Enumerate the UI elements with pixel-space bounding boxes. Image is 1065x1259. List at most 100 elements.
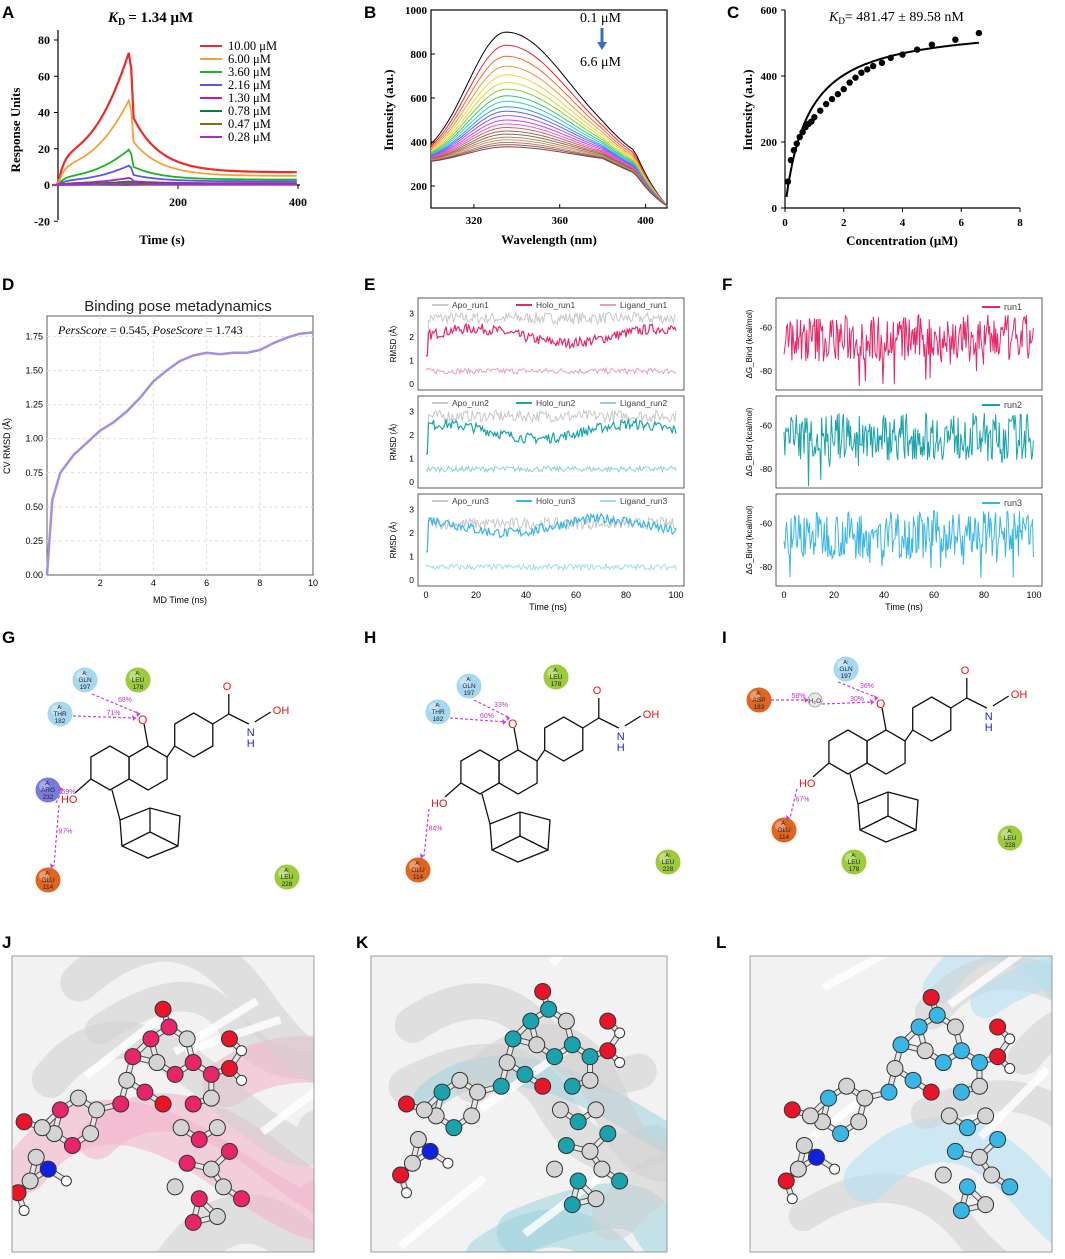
h-bond-pct: 60% bbox=[480, 713, 494, 720]
apo-line bbox=[426, 408, 677, 455]
y-axis-label: ΔG_Bind (kcal/mol) bbox=[745, 505, 754, 574]
atom-sphere bbox=[563, 1036, 581, 1054]
legend-label: 1.30 μM bbox=[228, 91, 271, 105]
y-tick-label: 1.00 bbox=[25, 434, 43, 444]
atom-sphere bbox=[433, 1083, 451, 1101]
atom-sphere bbox=[904, 1071, 922, 1089]
atom-sphere bbox=[498, 1054, 516, 1072]
y-tick-label: 0 bbox=[44, 178, 50, 192]
spectrum-4 bbox=[430, 74, 668, 207]
bond bbox=[111, 789, 121, 821]
atom-sphere bbox=[989, 1048, 1007, 1066]
y-axis-label: ΔG_Bind (kcal/mol) bbox=[745, 407, 754, 476]
legend-label: run2 bbox=[1004, 400, 1022, 410]
h-bond-pct: 68% bbox=[118, 697, 132, 704]
residue-highlight bbox=[129, 671, 139, 681]
spectrum-3 bbox=[430, 65, 668, 207]
residue-name: GLU bbox=[411, 867, 425, 874]
x-tick-label: 4 bbox=[900, 217, 906, 229]
h-bond-pct: 36% bbox=[860, 683, 874, 690]
protein-ribbon bbox=[914, 956, 1052, 1030]
data-point bbox=[852, 74, 859, 81]
y-tick-label: 200 bbox=[411, 181, 428, 193]
protein-ribbon bbox=[970, 957, 1052, 1019]
h-bond bbox=[91, 693, 141, 715]
h-bond-arrow bbox=[502, 719, 507, 725]
bond bbox=[519, 835, 549, 851]
holo-line bbox=[426, 417, 677, 455]
atom-sphere bbox=[886, 1059, 904, 1077]
legend-label: run1 bbox=[1004, 302, 1022, 312]
atom-sphere bbox=[451, 1071, 469, 1089]
x-tick-label: 100 bbox=[1026, 590, 1041, 600]
residue-name: LEU bbox=[662, 859, 675, 866]
data-point bbox=[878, 59, 886, 66]
panel-i: I OHOONHOHA:GLN197A:ASP183A:GLU114A:LEU1… bbox=[722, 628, 1027, 876]
y-tick-label: 600 bbox=[411, 93, 428, 105]
atom-sphere bbox=[208, 1207, 226, 1225]
subplot-frame bbox=[775, 493, 1043, 587]
y-tick-label: 2 bbox=[409, 430, 414, 440]
y-tick-label: 40 bbox=[38, 106, 50, 120]
y-tick-label: 1000 bbox=[405, 5, 428, 17]
residue-number: 182 bbox=[55, 718, 66, 725]
h-bond bbox=[821, 701, 875, 705]
y-axis-label: ΔG_Bind (kcal/mol) bbox=[745, 309, 754, 378]
atom-sphere bbox=[916, 1042, 934, 1060]
data-point bbox=[899, 51, 906, 58]
atom-h: H bbox=[985, 722, 993, 734]
bond bbox=[491, 835, 521, 851]
bond bbox=[444, 782, 462, 798]
atom-sphere bbox=[220, 1030, 238, 1048]
residue-chain: A: bbox=[45, 781, 51, 787]
residue-number: 197 bbox=[464, 690, 475, 697]
atom-sphere bbox=[415, 1101, 433, 1119]
atom-sphere bbox=[940, 1107, 958, 1125]
spectrum-7 bbox=[430, 95, 668, 207]
x-tick-label: 8 bbox=[1017, 217, 1023, 229]
ligand-line bbox=[425, 464, 677, 474]
ring bbox=[866, 729, 906, 775]
panel-g-ligand-diagram: OHOONHOHA:GLN197A:LEU178A:THR182A:ARG232… bbox=[34, 666, 301, 894]
atom-sphere bbox=[786, 1193, 798, 1205]
dg-line bbox=[783, 509, 1034, 578]
panel-letter-h: H bbox=[364, 628, 376, 647]
panel-d-title: Binding pose metadynamics bbox=[84, 298, 272, 315]
atom-sphere bbox=[190, 1190, 208, 1208]
y-axis-label: RMSD (Å) bbox=[389, 521, 398, 558]
atom-sphere bbox=[528, 1036, 546, 1054]
atom-sphere bbox=[599, 1042, 617, 1060]
dg-subplot-2: -60 -80 ΔG_Bind (kcal/mol) run2 bbox=[745, 395, 1043, 489]
x-tick-label: 8 bbox=[257, 578, 262, 588]
ring bbox=[498, 749, 538, 795]
residue-highlight bbox=[429, 703, 439, 713]
panel-f-xlabel: Time (ns) bbox=[885, 602, 923, 612]
ring bbox=[828, 729, 868, 775]
spectrum-12 bbox=[430, 119, 668, 207]
residue-bubble bbox=[71, 666, 99, 694]
x-tick-label: 60 bbox=[571, 590, 581, 600]
atom-sphere bbox=[946, 1142, 964, 1160]
residue-chain: A: bbox=[466, 677, 472, 683]
atom-sphere bbox=[928, 1006, 946, 1024]
residue-highlight bbox=[76, 671, 86, 681]
panel-h: H OHOONHOHA:GLN197A:LEU178A:THR182A:GLU1… bbox=[364, 628, 682, 884]
y-tick-label: -80 bbox=[760, 366, 773, 376]
data-point bbox=[913, 46, 921, 53]
atom-sphere bbox=[614, 1057, 626, 1069]
residue-highlight bbox=[278, 868, 288, 878]
apo-line bbox=[426, 311, 677, 357]
atom-o-amide: O bbox=[223, 681, 232, 693]
y-tick-label: 400 bbox=[761, 71, 778, 83]
spectrum-13 bbox=[430, 123, 668, 207]
bond bbox=[143, 723, 149, 747]
residue-name: GLN bbox=[462, 683, 476, 690]
panel-e-subplots: 0 1 2 3 RMSD (Å) Apo_run1 Holo_run1 Ligand_run1… bbox=[389, 297, 685, 600]
residue-name: LEU bbox=[281, 874, 294, 881]
atom-sphere bbox=[1001, 1178, 1019, 1196]
h-bond-arrow bbox=[132, 715, 137, 721]
panel-b: B 200 400 600 800 1000 320 360 400 Intensity (… bbox=[364, 3, 668, 247]
